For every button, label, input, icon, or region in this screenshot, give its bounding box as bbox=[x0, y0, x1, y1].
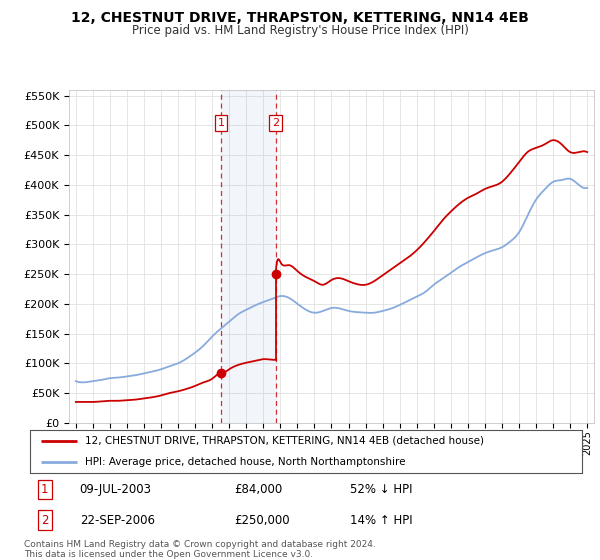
Text: 14% ↑ HPI: 14% ↑ HPI bbox=[350, 514, 413, 526]
Text: 1: 1 bbox=[41, 483, 49, 496]
Text: 22-SEP-2006: 22-SEP-2006 bbox=[80, 514, 155, 526]
Text: This data is licensed under the Open Government Licence v3.0.: This data is licensed under the Open Gov… bbox=[24, 550, 313, 559]
Text: Price paid vs. HM Land Registry's House Price Index (HPI): Price paid vs. HM Land Registry's House … bbox=[131, 24, 469, 36]
Text: 12, CHESTNUT DRIVE, THRAPSTON, KETTERING, NN14 4EB (detached house): 12, CHESTNUT DRIVE, THRAPSTON, KETTERING… bbox=[85, 436, 484, 446]
Bar bbox=[221, 90, 275, 423]
Text: £250,000: £250,000 bbox=[234, 514, 290, 526]
Text: £84,000: £84,000 bbox=[234, 483, 283, 496]
Text: 12, CHESTNUT DRIVE, THRAPSTON, KETTERING, NN14 4EB: 12, CHESTNUT DRIVE, THRAPSTON, KETTERING… bbox=[71, 11, 529, 25]
Text: 09-JUL-2003: 09-JUL-2003 bbox=[80, 483, 152, 496]
Text: 2: 2 bbox=[272, 118, 279, 128]
Text: 52% ↓ HPI: 52% ↓ HPI bbox=[350, 483, 413, 496]
Text: Contains HM Land Registry data © Crown copyright and database right 2024.: Contains HM Land Registry data © Crown c… bbox=[24, 540, 376, 549]
Text: 1: 1 bbox=[218, 118, 224, 128]
Text: 2: 2 bbox=[41, 514, 49, 526]
Text: HPI: Average price, detached house, North Northamptonshire: HPI: Average price, detached house, Nort… bbox=[85, 457, 406, 467]
